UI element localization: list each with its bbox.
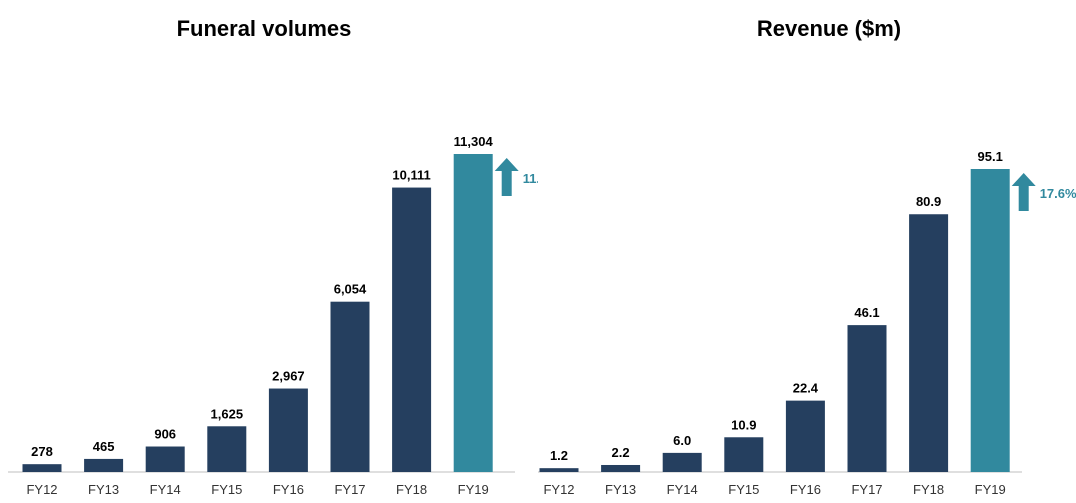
- tick-label: FY16: [790, 482, 821, 497]
- bar-fy19: [453, 154, 493, 472]
- chart-title: Revenue ($m): [757, 16, 901, 41]
- growth-label: 11.8%: [523, 171, 538, 186]
- bar-fy13: [84, 458, 124, 472]
- data-label: 465: [93, 439, 115, 454]
- bar-fy19: [970, 169, 1010, 472]
- bar-fy16: [785, 400, 825, 472]
- revenue-svg: Revenue ($m) 1.2 FY12 2.2 FY13 6.0 FY14 10.9 FY…: [538, 16, 1076, 497]
- tick-label: FY15: [211, 482, 242, 497]
- tick-label: FY13: [605, 482, 636, 497]
- tick-label: FY15: [728, 482, 759, 497]
- data-label: 6.0: [673, 433, 691, 448]
- data-label: 6,054: [334, 282, 367, 297]
- tick-label: FY16: [273, 482, 304, 497]
- data-label: 1.2: [550, 448, 568, 463]
- bar-fy15: [207, 426, 247, 472]
- tick-label: FY14: [667, 482, 698, 497]
- tick-label: FY19: [458, 482, 489, 497]
- tick-label: FY19: [975, 482, 1006, 497]
- data-label: 1,625: [211, 406, 244, 421]
- chart-title: Funeral volumes: [177, 16, 352, 41]
- data-label: 80.9: [916, 194, 941, 209]
- data-label: 11,304: [454, 134, 494, 149]
- bar-fy17: [847, 325, 887, 472]
- bar-fy18: [909, 214, 949, 472]
- tick-label: FY14: [150, 482, 181, 497]
- tick-label: FY17: [334, 482, 365, 497]
- bar-fy14: [662, 452, 702, 472]
- bar-fy14: [145, 446, 185, 472]
- bar-fy16: [268, 388, 308, 472]
- tick-label: FY12: [26, 482, 57, 497]
- tick-label: FY18: [396, 482, 427, 497]
- growth-label: 17.6%: [1040, 186, 1076, 201]
- bar-fy13: [601, 464, 641, 472]
- tick-label: FY17: [851, 482, 882, 497]
- tick-label: FY13: [88, 482, 119, 497]
- data-label: 10,111: [392, 168, 430, 183]
- tick-label: FY12: [543, 482, 574, 497]
- bar-fy18: [392, 187, 432, 472]
- data-label: 2.2: [612, 445, 630, 460]
- data-label: 46.1: [854, 305, 879, 320]
- data-label: 2,967: [272, 369, 305, 384]
- growth-arrow-icon: [1011, 173, 1036, 211]
- data-label: 95.1: [978, 149, 1003, 164]
- data-label: 278: [31, 444, 53, 459]
- bar-fy12: [22, 464, 62, 472]
- data-label: 10.9: [731, 417, 756, 432]
- funeral-volumes-chart: Funeral volumes 278 FY12 465 FY13 906 FY14 1,6…: [8, 16, 538, 497]
- bar-fy17: [330, 301, 370, 472]
- revenue-chart: Revenue ($m) 1.2 FY12 2.2 FY13 6.0 FY14 10.9 FY…: [538, 0, 1076, 503]
- bar-fy15: [724, 437, 764, 472]
- growth-arrow-icon: [494, 158, 519, 196]
- tick-label: FY18: [913, 482, 944, 497]
- data-label: 906: [154, 427, 176, 442]
- bar-fy12: [539, 468, 579, 472]
- funeral-volumes-svg: Funeral volumes 278 FY12 465 FY13 906 FY14 1,6…: [8, 16, 538, 497]
- data-label: 22.4: [793, 381, 819, 396]
